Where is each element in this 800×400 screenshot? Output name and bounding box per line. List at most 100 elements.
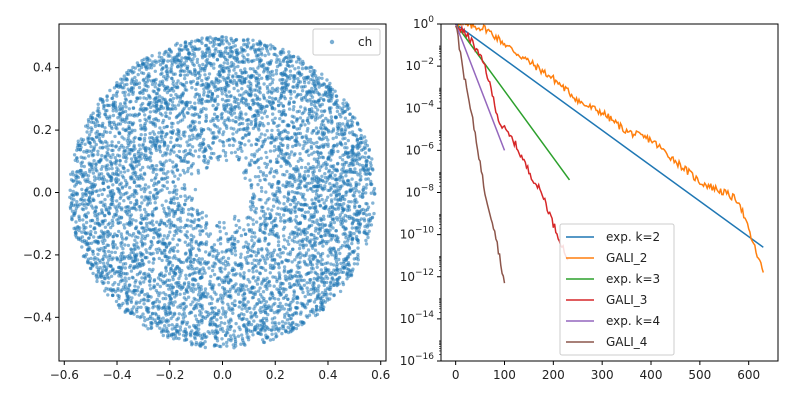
scatter-point [227,42,231,46]
scatter-point [335,105,339,110]
scatter-point [289,208,294,212]
scatter-point [209,274,213,279]
scatter-point [149,63,153,67]
scatter-point [231,343,235,347]
scatter-point [348,252,352,256]
scatter-point [162,177,166,181]
scatter-point [241,48,245,52]
scatter-point [320,197,324,202]
scatter-point [287,282,292,286]
scatter-point [263,133,267,137]
scatter-point [305,188,310,192]
scatter-point [320,251,325,256]
scatter-point [120,80,124,85]
scatter-point [361,188,365,192]
scatter-point [320,72,324,76]
scatter-point [286,252,290,256]
scatter-point [158,326,162,330]
scatter-point [86,179,90,184]
scatter-point [319,254,323,259]
scatter-point [244,284,249,288]
scatter-point [325,195,330,199]
scatter-point [175,243,180,247]
scatter-point [232,86,236,91]
scatter-point [304,251,309,255]
scatter-point [324,205,328,209]
scatter-point [249,120,253,124]
scatter-point [101,220,105,224]
scatter-point [199,344,203,348]
scatter-point [335,267,339,271]
scatter-point [335,262,339,266]
scatter-point [215,58,220,62]
scatter-point [297,246,302,251]
scatter-point [362,135,367,139]
scatter-point [302,283,307,287]
scatter-point [364,139,368,143]
scatter-point [296,228,300,232]
scatter-point [339,246,343,250]
scatter-point [287,321,291,325]
scatter-point [219,316,223,320]
scatter-point [358,178,362,182]
scatter-point [182,311,186,315]
scatter-point [251,38,255,42]
scatter-point [272,310,277,315]
scatter-point [263,268,268,272]
scatter-point [133,112,137,117]
scatter-point [308,298,313,303]
scatter-point [161,60,165,64]
scatter-point [225,340,229,345]
scatter-point [317,92,321,96]
scatter-point [96,102,100,107]
scatter-point [290,230,294,234]
scatter-point [281,213,286,217]
scatter-point [247,335,251,339]
scatter-point [338,289,343,294]
scatter-point [119,118,123,122]
scatter-point [288,175,293,180]
scatter-point [263,53,267,58]
scatter-point [162,291,166,295]
scatter-point [253,312,257,317]
scatter-point [262,321,266,325]
scatter-point [135,191,139,196]
scatter-point [346,119,350,123]
scatter-point [113,134,117,139]
scatter-point [267,232,271,236]
scatter-point [161,130,165,135]
scatter-point [318,223,322,227]
scatter-point [270,258,274,262]
scatter-point [116,221,121,225]
scatter-point [367,147,371,152]
scatter-point [184,198,188,203]
scatter-point [318,137,322,141]
scatter-point [193,298,198,302]
scatter-point [188,286,192,290]
scatter-point [256,182,260,187]
scatter-point [281,129,285,134]
scatter-point [153,69,157,74]
scatter-point [155,250,159,255]
scatter-point [293,258,297,262]
scatter-point [334,238,338,242]
scatter-point [202,93,206,97]
scatter-point [276,243,281,248]
scatter-point [164,296,168,301]
scatter-point [310,181,314,185]
scatter-point [174,43,178,47]
scatter-point [203,340,207,344]
scatter-point [183,76,187,81]
scatter-point [111,144,115,148]
scatter-point [204,250,208,254]
scatter-point [115,246,119,250]
scatter-point [278,276,282,281]
scatter-point [95,135,99,139]
scatter-point [190,52,194,57]
scatter-point [150,228,154,232]
scatter-point [311,173,316,177]
scatter-point [222,291,227,295]
scatter-point [258,286,262,290]
scatter-point [161,118,166,123]
scatter-point [100,192,104,197]
